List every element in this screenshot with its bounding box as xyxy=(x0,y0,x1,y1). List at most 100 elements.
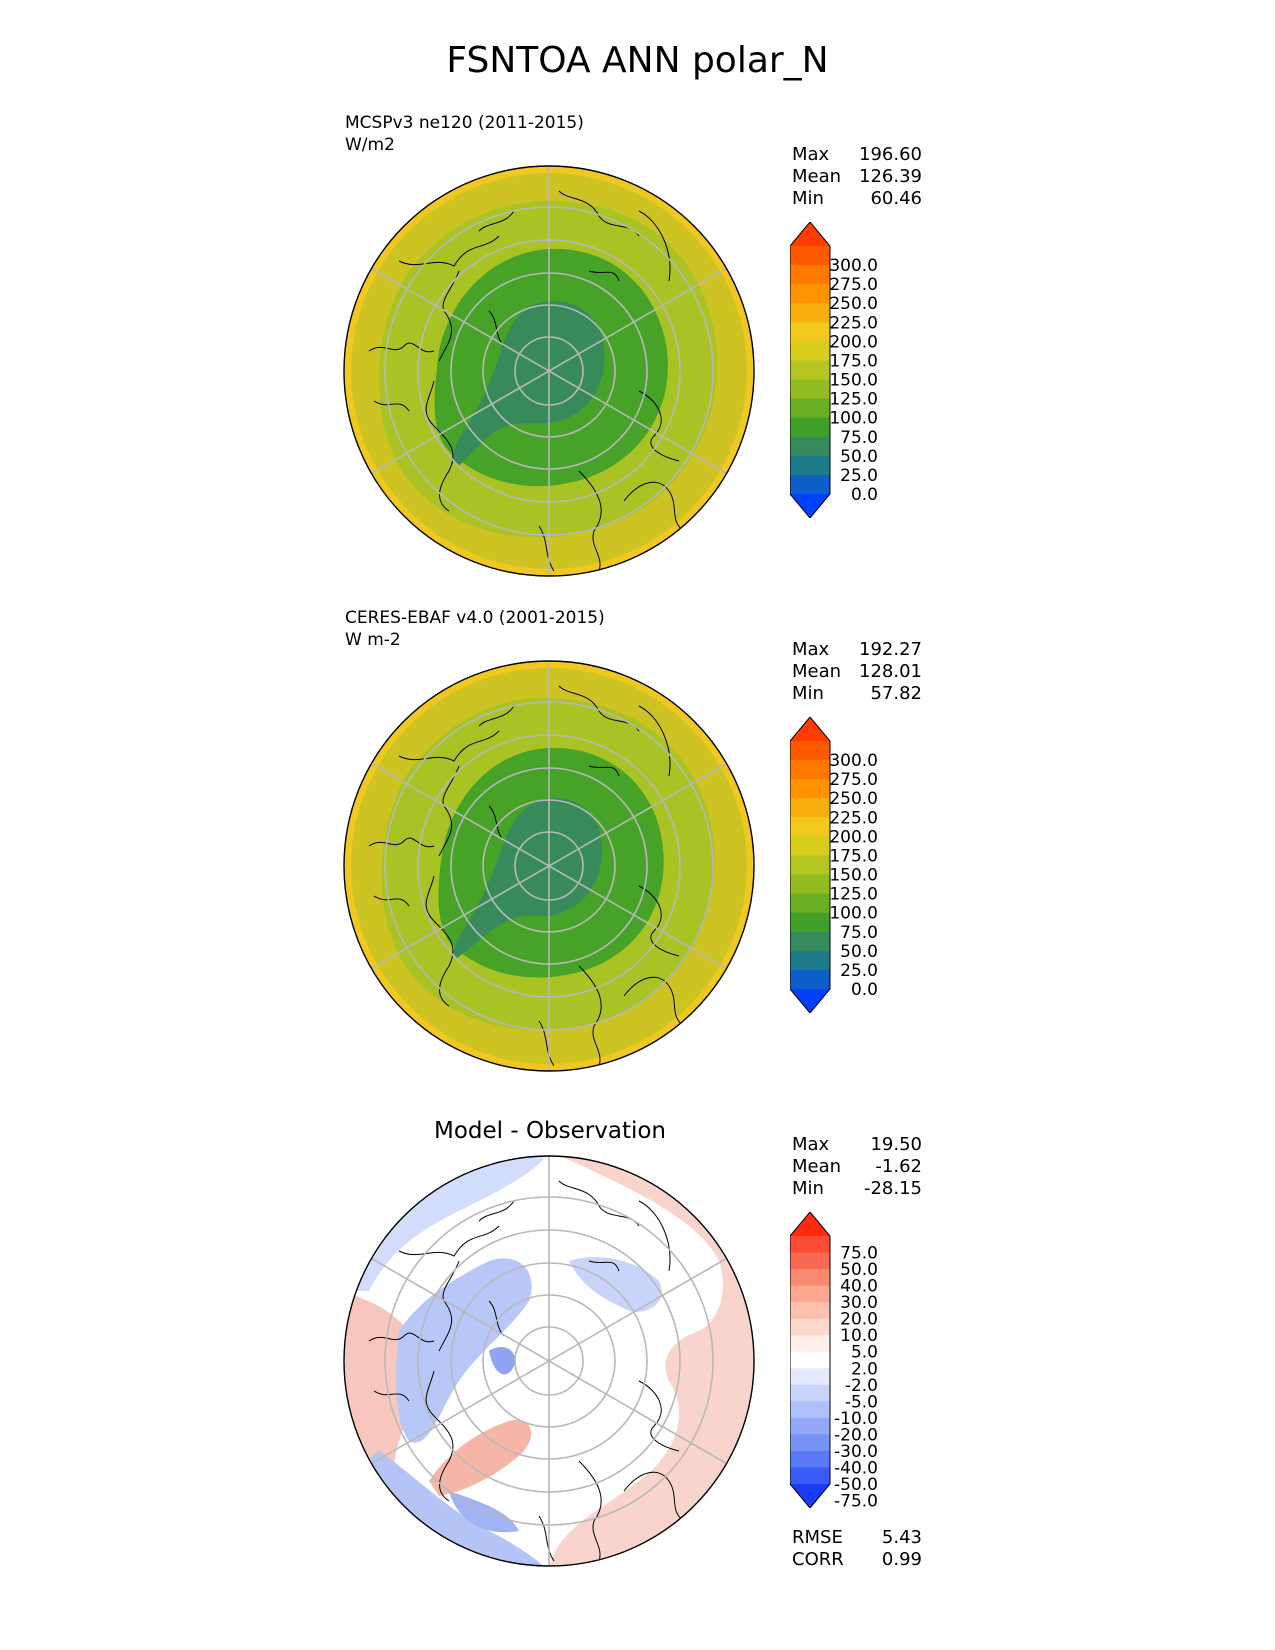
diff-negative-region xyxy=(489,1346,515,1375)
colorbar-tick-label: 300.0 xyxy=(829,751,878,771)
colorbar-segment xyxy=(790,455,830,476)
colorbar-top-cap xyxy=(790,1212,830,1236)
colorbar-segment xyxy=(790,874,830,895)
colorbar-segment xyxy=(790,779,830,799)
rmse-value: 5.43 xyxy=(881,1527,922,1548)
colorbar-tick-label: 275.0 xyxy=(829,770,878,790)
colorbar-segment xyxy=(790,741,830,761)
colorbar-segment xyxy=(790,246,830,266)
colorbar-bottom-cap xyxy=(790,989,830,1013)
colorbar-tick-label: 175.0 xyxy=(829,351,878,371)
colorbar-tick-label: -40.0 xyxy=(834,1458,878,1478)
stat-min-value: 60.46 xyxy=(870,188,922,209)
difference-colorbar: 75.050.040.030.020.010.05.02.0-2.0-5.0-1… xyxy=(790,1212,878,1508)
difference-panel-title: Model - Observation xyxy=(433,1118,667,1144)
colorbar-top-cap xyxy=(790,222,830,246)
stat-label: Max xyxy=(792,144,830,165)
difference-polar-map xyxy=(343,1155,755,1567)
colorbar-segment xyxy=(790,1467,830,1485)
stat-label: Mean xyxy=(792,166,842,187)
colorbar-tick-label: 0.0 xyxy=(851,485,878,505)
coastline xyxy=(368,1260,620,1402)
colorbar-tick-label: 30.0 xyxy=(840,1293,878,1313)
stat-max-value: 196.60 xyxy=(859,144,922,165)
colorbar-top-cap xyxy=(790,717,830,741)
colorbar-segment xyxy=(790,1351,830,1369)
diff-negative-region xyxy=(569,1257,662,1312)
colorbar-tick-label: 250.0 xyxy=(829,294,878,314)
colorbar-outline xyxy=(790,717,831,1013)
colorbar-tick-label: 2.0 xyxy=(851,1359,878,1379)
colorbar-tick-label: 50.0 xyxy=(840,942,878,962)
graticule xyxy=(371,1156,727,1566)
colorbar-segment xyxy=(790,817,830,837)
colorbar-segment xyxy=(790,1335,830,1353)
colorbar-segment xyxy=(790,1236,830,1254)
colorbar-segment xyxy=(790,1368,830,1386)
model-polar-map xyxy=(343,165,755,577)
colorbar-tick-label: 20.0 xyxy=(840,1310,878,1330)
colorbar-tick-label: 150.0 xyxy=(829,866,878,886)
colorbar-tick-label: 150.0 xyxy=(829,371,878,391)
colorbar-tick-label: 200.0 xyxy=(829,827,878,847)
colorbar-segment xyxy=(790,1318,830,1336)
colorbar-segment xyxy=(790,303,830,323)
colorbar-segment xyxy=(790,760,830,780)
colorbar-segment xyxy=(790,474,830,495)
colorbar-segment xyxy=(790,360,830,381)
colorbar-segment xyxy=(790,284,830,304)
colorbar-bottom-cap xyxy=(790,1484,830,1508)
colorbar-segment xyxy=(790,1401,830,1419)
observation-stats: Max 192.27 Mean 128.01 Min 57.82 xyxy=(792,639,922,705)
colorbar-tick-label: -30.0 xyxy=(834,1442,878,1462)
colorbar-tick-label: -50.0 xyxy=(834,1475,878,1495)
colorbar-segment xyxy=(790,798,830,818)
stat-mean-value: -1.62 xyxy=(875,1156,922,1177)
difference-metrics: RMSE 5.43 CORR 0.99 xyxy=(792,1527,922,1571)
diff-positive-region xyxy=(549,1156,754,1566)
colorbar-segment xyxy=(790,950,830,971)
coastline xyxy=(368,270,620,412)
observation-panel-header: CERES-EBAF v4.0 (2001-2015) W m-2 xyxy=(345,607,605,651)
stat-label: Max xyxy=(792,639,830,660)
colorbar-segment xyxy=(790,1302,830,1320)
colorbar-tick-label: 50.0 xyxy=(840,1260,878,1280)
colorbar-tick-label: 225.0 xyxy=(829,313,878,333)
observation-colorbar: 300.0275.0250.0225.0200.0175.0150.0125.0… xyxy=(790,717,878,1013)
colorbar-tick-label: -10.0 xyxy=(834,1409,878,1429)
colorbar-segment xyxy=(790,379,830,400)
colorbar-outline xyxy=(790,1212,831,1508)
stat-label: Min xyxy=(792,188,824,209)
colorbar-segment xyxy=(790,1269,830,1287)
model-colorbar: 300.0275.0250.0225.0200.0175.0150.0125.0… xyxy=(790,222,878,518)
observation-polar-map xyxy=(343,660,755,1072)
colorbar-tick-label: -20.0 xyxy=(834,1425,878,1445)
stat-min-value: 57.82 xyxy=(870,683,922,704)
colorbar-segment xyxy=(790,417,830,438)
colorbar-tick-label: 0.0 xyxy=(851,980,878,1000)
colorbar-segment xyxy=(790,341,830,361)
model-units-label: W/m2 xyxy=(345,135,395,155)
colorbar-tick-label: 50.0 xyxy=(840,447,878,467)
colorbar-segment xyxy=(790,1434,830,1452)
colorbar-tick-label: 125.0 xyxy=(829,885,878,905)
stat-label: Mean xyxy=(792,1156,842,1177)
colorbar-segment xyxy=(790,1252,830,1270)
stat-min-value: -28.15 xyxy=(863,1178,922,1199)
metric-label: RMSE xyxy=(792,1527,843,1548)
colorbar-segment xyxy=(790,1450,830,1468)
colorbar-tick-label: 75.0 xyxy=(840,923,878,943)
colorbar-segment xyxy=(790,1417,830,1435)
colorbar-segment xyxy=(790,931,830,952)
diff-positive-region xyxy=(429,1420,532,1496)
colorbar-tick-label: 100.0 xyxy=(829,904,878,924)
colorbar-segment xyxy=(790,322,830,342)
graticule xyxy=(371,661,727,1071)
colorbar-tick-label: -2.0 xyxy=(845,1376,878,1396)
colorbar-tick-label: 300.0 xyxy=(829,256,878,276)
colorbar-bottom-cap xyxy=(790,494,830,518)
colorbar-segment xyxy=(790,836,830,856)
colorbar-outline xyxy=(790,222,831,518)
colorbar-segment xyxy=(790,1285,830,1303)
metric-label: CORR xyxy=(792,1549,844,1570)
